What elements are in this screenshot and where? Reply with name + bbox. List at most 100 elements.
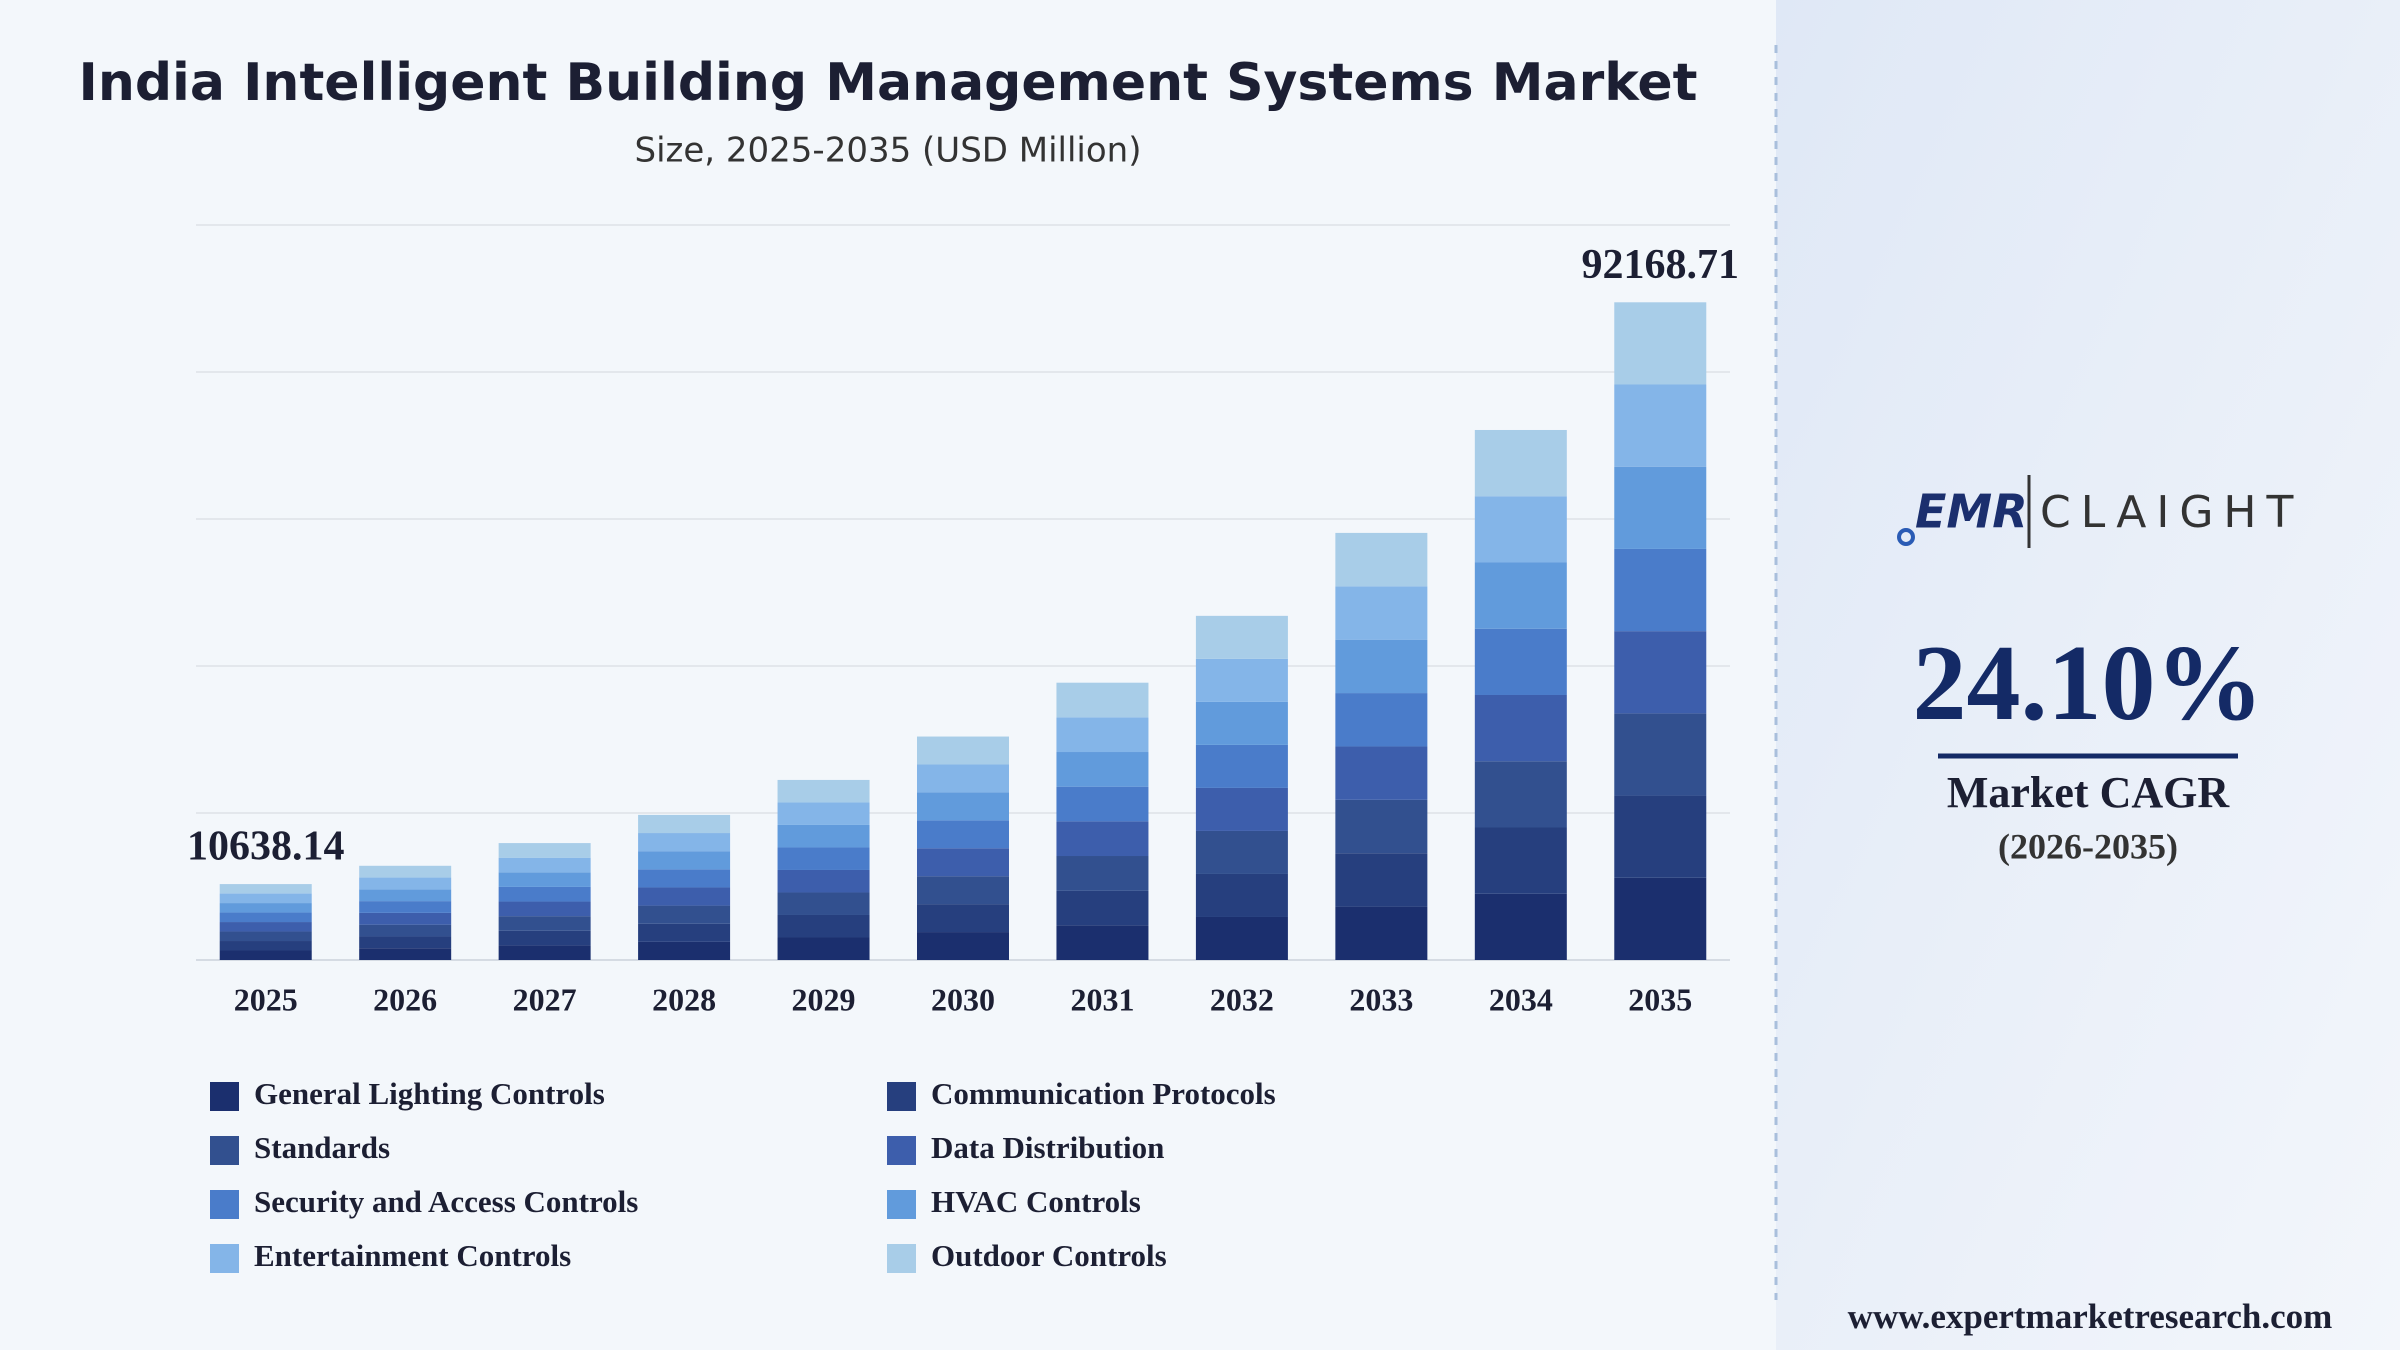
- bar-segment: [917, 764, 1009, 793]
- bar-segment: [1056, 786, 1149, 822]
- bar-segment: [1335, 853, 1428, 907]
- legend-label: General Lighting Controls: [254, 1076, 605, 1111]
- bar-segment: [1195, 658, 1288, 702]
- x-tick-label: 2033: [1349, 981, 1413, 1017]
- bar-segment: [1056, 717, 1149, 753]
- legend-label: Security and Access Controls: [254, 1184, 638, 1219]
- bar-segment: [917, 736, 1009, 765]
- bar-segment: [1474, 562, 1567, 629]
- x-tick-label: 2028: [652, 981, 716, 1017]
- x-tick-label: 2034: [1489, 981, 1553, 1017]
- bar-segment: [498, 857, 591, 873]
- legend-swatch: [210, 1244, 239, 1273]
- legend-label: HVAC Controls: [931, 1184, 1141, 1219]
- cagr-period: (2026-2035): [1998, 826, 2178, 866]
- bar-segment: [1195, 615, 1288, 659]
- bar-segment: [359, 889, 452, 902]
- bar-segment: [1335, 799, 1428, 854]
- x-tick-label: 2031: [1070, 981, 1134, 1017]
- total-label: 92168.71: [1582, 242, 1740, 288]
- bar-segment: [359, 877, 452, 890]
- bar-segment: [219, 922, 312, 932]
- right-panel: [1776, 0, 2400, 1350]
- chart-title: India Intelligent Building Management Sy…: [78, 53, 1697, 113]
- bar-segment: [917, 792, 1009, 821]
- bar-segment: [1474, 893, 1567, 960]
- bar-segment: [777, 914, 870, 938]
- bar-segment: [1474, 628, 1567, 695]
- bar-segment: [1614, 302, 1707, 385]
- legend-swatch: [210, 1136, 239, 1165]
- bar-segment: [359, 936, 452, 949]
- bar-segment: [359, 912, 452, 925]
- bar-segment: [1195, 873, 1288, 917]
- bar-segment: [917, 932, 1009, 960]
- bar-segment: [498, 886, 591, 902]
- bar-segment: [1056, 856, 1149, 891]
- bar-segment: [1474, 827, 1567, 894]
- bar-segment: [219, 912, 312, 923]
- bar-segment: [1614, 548, 1707, 632]
- bar-segment: [498, 872, 591, 887]
- bar-segment: [917, 904, 1009, 933]
- bar-segment: [638, 941, 731, 960]
- cagr-label: Market CAGR: [1947, 768, 2230, 817]
- bar-segment: [917, 820, 1009, 849]
- x-tick-label: 2032: [1210, 981, 1274, 1017]
- x-tick-label: 2035: [1628, 981, 1692, 1017]
- legend-label: Data Distribution: [931, 1130, 1164, 1165]
- bar-segment: [1474, 694, 1567, 762]
- bar-segment: [777, 892, 870, 915]
- bar-segment: [498, 945, 591, 960]
- bar-segment: [1056, 682, 1149, 718]
- bar-segment: [498, 916, 591, 931]
- bar-segment: [359, 924, 452, 937]
- bar-segment: [219, 941, 312, 951]
- legend-swatch: [887, 1190, 916, 1219]
- bar-segment: [498, 843, 591, 858]
- chart-subtitle: Size, 2025-2035 (USD Million): [635, 131, 1142, 171]
- bar-segment: [1195, 916, 1288, 960]
- bar-segment: [638, 905, 731, 924]
- bar-segment: [1474, 761, 1567, 828]
- bar-segment: [1335, 639, 1428, 694]
- bar-segment: [1195, 830, 1288, 874]
- bar-segment: [219, 903, 312, 913]
- bar-segment: [219, 950, 312, 960]
- legend-swatch: [210, 1190, 239, 1219]
- website: www.expertmarketresearch.com: [1848, 1297, 2333, 1336]
- bar-segment: [638, 887, 731, 906]
- bar-segment: [359, 948, 452, 960]
- bar-segment: [777, 779, 870, 803]
- x-tick-label: 2030: [931, 981, 995, 1017]
- bar-segment: [777, 824, 870, 848]
- logo: EMR CLAIGHT: [1897, 475, 2293, 548]
- bar-segment: [498, 901, 591, 917]
- bar-segment: [777, 869, 870, 893]
- bar-segment: [1335, 906, 1428, 960]
- bar-segment: [498, 930, 591, 946]
- bar-segment: [638, 923, 731, 942]
- legend-label: Standards: [254, 1130, 390, 1165]
- bar-segment: [1195, 744, 1288, 788]
- bar-segment: [638, 869, 731, 888]
- bar-segment: [1056, 925, 1149, 960]
- legend-label: Outdoor Controls: [931, 1238, 1167, 1273]
- legend-label: Communication Protocols: [931, 1076, 1276, 1111]
- legend-swatch: [210, 1082, 239, 1111]
- bar-segment: [638, 851, 731, 870]
- bar-segment: [1474, 429, 1567, 497]
- bar-segment: [359, 865, 452, 878]
- bar-segment: [1614, 466, 1707, 549]
- bar-segment: [1056, 890, 1149, 926]
- bar-segment: [1614, 795, 1707, 878]
- x-tick-label: 2025: [234, 981, 298, 1017]
- bar-segment: [1335, 693, 1428, 747]
- x-tick-label: 2026: [373, 981, 437, 1017]
- logo-left: EMR: [1915, 485, 2028, 539]
- bar-segment: [777, 847, 870, 870]
- bar-segment: [219, 931, 312, 942]
- legend-label: Entertainment Controls: [254, 1238, 571, 1273]
- logo-dot: [1897, 528, 1915, 546]
